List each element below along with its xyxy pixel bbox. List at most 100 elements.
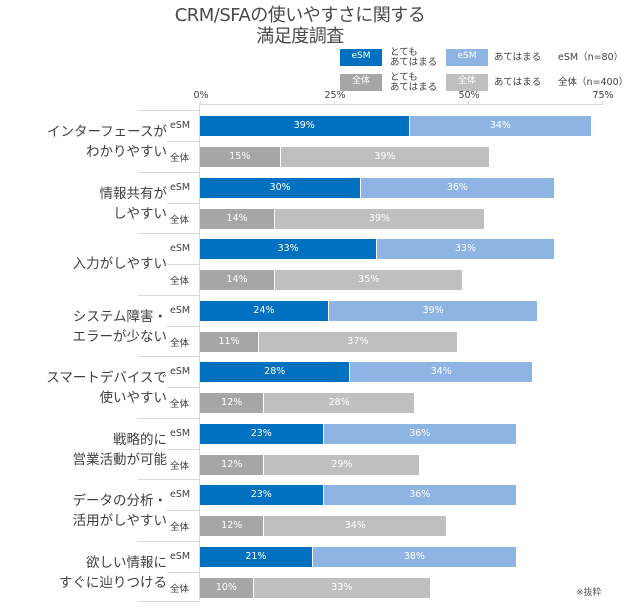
x-tick-75: 75% (592, 90, 614, 101)
series-label-esm: eSM (170, 550, 191, 562)
bar-esm: 28% 34% (200, 362, 534, 382)
category-label-line: 使いやすい (99, 390, 168, 406)
legend-label-all-strong: とても あてはまる (390, 73, 437, 93)
legend-swatch-all-strong: 全体 (340, 74, 382, 91)
row-separator (167, 571, 200, 573)
category-label: インターフェースがわかりやすい (47, 122, 167, 162)
footnote: ※抜粋 (576, 588, 602, 598)
bar-all: 10% 33% (200, 577, 432, 598)
x-axis-tick (200, 101, 201, 105)
legend-swatch-esm-strong: eSM (340, 49, 382, 66)
row-separator (167, 448, 200, 450)
series-label-esm: eSM (170, 304, 191, 316)
bar-segment-all-mild: 29% (264, 454, 421, 475)
bar-segment-all-mild: 28% (264, 393, 415, 413)
category-label-line: 活用がしやすい (72, 513, 167, 529)
bar-segment-all-strong: 12% (200, 393, 265, 413)
series-label-esm: eSM (170, 427, 191, 439)
bar-segment-esm-mild: 34% (350, 362, 534, 382)
legend-label-line: あてはまる (390, 57, 438, 68)
bar-segment-esm-mild: 38% (312, 546, 517, 567)
row-separator (167, 325, 200, 327)
row-separator (167, 387, 200, 388)
bar-segment-all-mild: 39% (275, 208, 485, 229)
series-label-all: 全体 (170, 399, 190, 410)
bar-segment-esm-strong: 21% (200, 546, 313, 567)
bar-segment-all-mild: 33% (253, 577, 432, 598)
x-axis-tick (468, 101, 469, 105)
category-label-line: しやすい (113, 205, 167, 222)
category-label-line: エラーが少ない (72, 328, 168, 345)
legend-swatch-esm-mild: eSM (446, 49, 488, 66)
legend-label-line: あてはまる (390, 82, 438, 93)
series-label-all: 全体 (170, 153, 190, 164)
bar-esm: 23% 36% (200, 423, 517, 444)
bar-segment-esm-strong: 23% (200, 485, 324, 505)
bar-segment-esm-strong: 39% (200, 116, 410, 136)
bar-segment-all-strong: 10% (200, 577, 254, 598)
legend-label-all-mild: あてはまる (494, 77, 542, 88)
legend-n-all: 全体（n=400） (558, 77, 627, 88)
series-label-all: 全体 (170, 583, 190, 595)
bar-segment-esm-mild: 36% (323, 423, 517, 444)
series-label-all: 全体 (170, 276, 190, 287)
category-label: システム障害・ エラーが少ない (73, 307, 168, 347)
x-tick-25: 25% (324, 90, 346, 101)
legend-label-esm-strong: とても あてはまる (390, 48, 437, 68)
group-separator (138, 171, 200, 173)
bar-segment-esm-mild: 36% (323, 485, 517, 505)
bar-segment-all-mild: 34% (264, 516, 448, 536)
legend-swatch-all-mild: 全体 (446, 74, 488, 91)
series-label-all: 全体 (170, 214, 190, 226)
bar-segment-all-mild: 35% (275, 270, 464, 290)
series-label-all: 全体 (170, 460, 190, 472)
bar-esm: 24% 39% (200, 300, 539, 321)
chart-title-line1: CRM/SFAの使いやすさに関する (174, 5, 426, 26)
bar-all: 14% 39% (200, 208, 485, 229)
category-label-line: 営業活動が可能 (72, 451, 168, 468)
legend-label-line: とても (390, 72, 418, 83)
group-separator (138, 110, 200, 111)
group-separator (138, 356, 200, 357)
bar-segment-all-mild: 39% (280, 147, 491, 167)
bar-segment-esm-strong: 33% (200, 239, 378, 259)
category-label-line: 戦略的に (113, 431, 167, 448)
category-label-line: 入力がしやすい (72, 256, 167, 272)
legend-label-esm-mild: あてはまる (494, 52, 542, 63)
x-tick-50: 50% (458, 90, 480, 101)
legend-label-line: とても (390, 47, 418, 58)
bar-esm: 23% 36% (200, 485, 517, 505)
category-label-line: 情報共有が (99, 185, 168, 202)
series-label-esm: eSM (170, 489, 191, 500)
category-label-line: スマートデバイスで (46, 370, 167, 386)
bar-segment-esm-mild: 34% (409, 116, 593, 136)
bar-segment-esm-strong: 30% (200, 177, 362, 198)
group-separator (138, 540, 200, 542)
x-axis-tick (334, 101, 335, 105)
bar-all: 12% 29% (200, 454, 421, 475)
series-label-esm: eSM (170, 243, 191, 254)
category-label-line: インターフェースが (46, 124, 167, 140)
bar-segment-all-strong: 11% (200, 331, 260, 352)
group-separator (138, 294, 200, 296)
bar-all: 12% 34% (200, 516, 448, 536)
bar-esm: 30% 36% (200, 177, 555, 198)
bar-segment-all-strong: 15% (200, 147, 281, 167)
bar-segment-esm-strong: 24% (200, 300, 329, 321)
bar-segment-esm-mild: 36% (361, 177, 555, 198)
bar-segment-esm-strong: 23% (200, 423, 324, 444)
category-label-line: 欲しい情報に (86, 554, 167, 571)
bar-all: 15% 39% (200, 147, 491, 167)
series-label-all: 全体 (170, 522, 190, 533)
category-label-line: わかりやすい (86, 144, 167, 160)
bar-all: 12% 28% (200, 393, 415, 413)
x-axis-line (200, 104, 603, 105)
category-label: データの分析・ 活用がしやすい (73, 491, 168, 531)
category-label-line: すぐに辿りつける (58, 574, 167, 591)
chart-title-line2: 満足度調査 (256, 26, 344, 47)
category-label: 戦略的に営業活動が可能 (73, 430, 168, 470)
legend-n-esm: eSM（n=80） (558, 52, 624, 63)
x-tick-0: 0% (193, 90, 209, 101)
group-separator (138, 233, 200, 234)
row-separator (167, 202, 200, 204)
